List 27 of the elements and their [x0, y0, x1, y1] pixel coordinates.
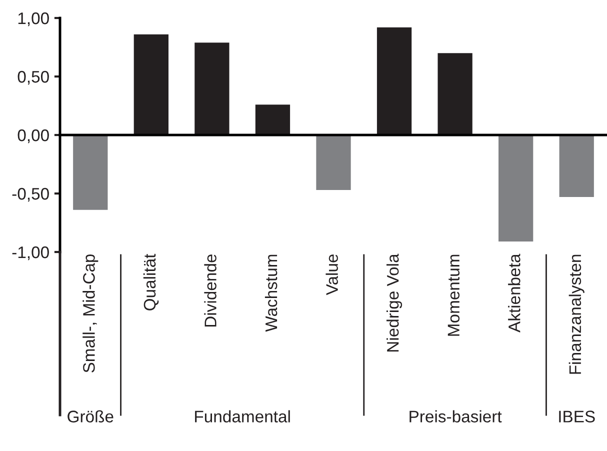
x-tick-label: Niedrige Vola	[386, 254, 402, 352]
y-tick-label: 1,00	[18, 12, 49, 26]
x-tick-label: Dividende	[204, 254, 216, 327]
bar	[559, 135, 594, 198]
bar	[316, 135, 351, 190]
x-tick-label: Qualität	[143, 254, 159, 310]
bar	[498, 135, 534, 242]
text: IBES	[559, 410, 595, 422]
text: Preis-basiert	[410, 410, 502, 422]
y-tick-label: -1,00	[12, 246, 49, 260]
y-tick-label: 0,50	[18, 70, 49, 85]
bar	[73, 135, 108, 210]
bar	[134, 34, 168, 135]
bar	[438, 53, 472, 135]
x-tick-label: Momentum	[448, 254, 460, 336]
text: Fundamental	[195, 410, 290, 422]
bar	[376, 27, 412, 135]
bar	[255, 104, 290, 135]
x-tick-label: Aktienbeta	[508, 254, 520, 332]
bar	[194, 42, 230, 135]
y-tick-label: 0,00	[18, 129, 49, 144]
x-tick-label: Small-, Mid-Cap	[82, 254, 98, 372]
x-tick-label: Finanzanalysten	[568, 254, 584, 374]
x-tick-label: Wachstum	[264, 254, 278, 332]
text: Größe	[68, 410, 114, 422]
y-tick-label: -0,50	[12, 188, 49, 202]
x-tick-label: Value	[326, 254, 338, 296]
